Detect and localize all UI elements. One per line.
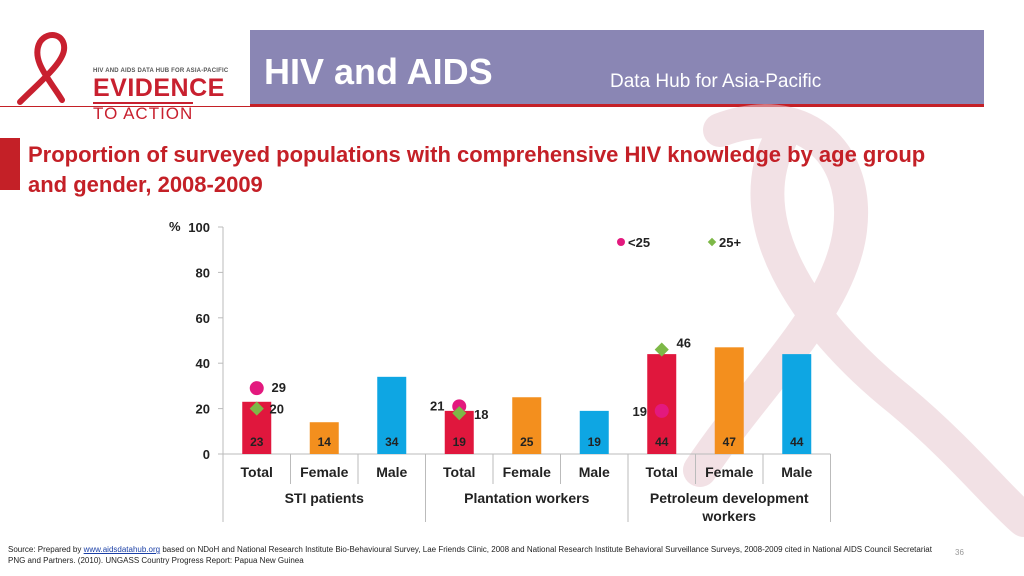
legend-marker-under-25	[617, 238, 625, 246]
marker-under-25-label: 29	[272, 380, 286, 395]
category-label: Male	[781, 464, 812, 480]
group-label: workers	[701, 508, 756, 524]
header-divider	[0, 104, 984, 107]
marker-25-plus	[452, 406, 467, 421]
legend-marker-25-plus	[707, 237, 717, 247]
page-number: 36	[955, 548, 964, 557]
category-label: Female	[705, 464, 753, 480]
bar-value-label: 44	[655, 435, 669, 449]
marker-25-plus-label: 18	[474, 407, 488, 422]
red-ribbon-icon	[17, 32, 68, 105]
y-tick-label: 0	[203, 447, 210, 462]
category-label: Total	[646, 464, 678, 480]
bar-value-label: 19	[453, 435, 467, 449]
header-title: HIV and AIDS	[264, 51, 493, 92]
bar-value-label: 23	[250, 435, 264, 449]
legend-label-under-25: <25	[628, 235, 650, 250]
bar-value-label: 19	[588, 435, 602, 449]
bar	[714, 347, 744, 454]
bar	[782, 354, 812, 454]
bar-value-label: 14	[318, 435, 332, 449]
source-link[interactable]: www.aidsdatahub.org	[83, 545, 161, 554]
marker-25-plus	[654, 342, 669, 357]
bar-value-label: 44	[790, 435, 804, 449]
category-label: Male	[579, 464, 610, 480]
category-label: Total	[443, 464, 475, 480]
legend-label-25-plus: 25+	[719, 235, 741, 250]
category-label: Total	[241, 464, 273, 480]
y-tick-label: 100	[188, 220, 210, 235]
marker-under-25	[654, 403, 669, 418]
marker-25-plus-label: 46	[677, 336, 691, 351]
logo-evidence: EVIDENCE	[93, 74, 225, 102]
chart-title: Proportion of surveyed populations with …	[28, 142, 926, 197]
marker-25-plus	[249, 401, 264, 416]
bar-value-label: 25	[520, 435, 534, 449]
source-note: Source: Prepared by www.aidsdatahub.org …	[8, 544, 948, 566]
source-prefix: Source: Prepared by	[8, 545, 84, 554]
category-label: Female	[503, 464, 551, 480]
y-axis-label: %	[169, 219, 181, 234]
bar-value-label: 47	[723, 435, 737, 449]
logo-to-action: TO ACTION	[93, 102, 194, 123]
bar	[309, 422, 339, 454]
y-tick-label: 80	[196, 265, 210, 280]
source-text: based on NDoH and National Research Inst…	[8, 545, 932, 565]
marker-under-25-label: 19	[633, 404, 647, 419]
marker-under-25-label: 21	[430, 398, 444, 413]
group-label: Petroleum development	[650, 490, 809, 506]
title-accent-bar	[0, 138, 20, 190]
bar	[512, 397, 542, 454]
y-tick-label: 20	[196, 402, 210, 417]
group-label: STI patients	[285, 490, 365, 506]
category-label: Female	[300, 464, 348, 480]
marker-under-25	[249, 381, 264, 396]
bar	[579, 410, 609, 454]
y-tick-label: 60	[196, 311, 210, 326]
bar	[377, 376, 407, 454]
logo: HIV AND AIDS DATA HUB FOR ASIA-PACIFIC E…	[0, 30, 250, 122]
group-label: Plantation workers	[464, 490, 589, 506]
category-label: Male	[376, 464, 407, 480]
logo-tagline: HIV AND AIDS DATA HUB FOR ASIA-PACIFIC	[93, 68, 229, 74]
y-tick-label: 40	[196, 356, 210, 371]
bar-value-label: 34	[385, 435, 399, 449]
marker-25-plus-label: 20	[270, 402, 284, 417]
header-subtitle: Data Hub for Asia-Pacific	[610, 71, 822, 92]
